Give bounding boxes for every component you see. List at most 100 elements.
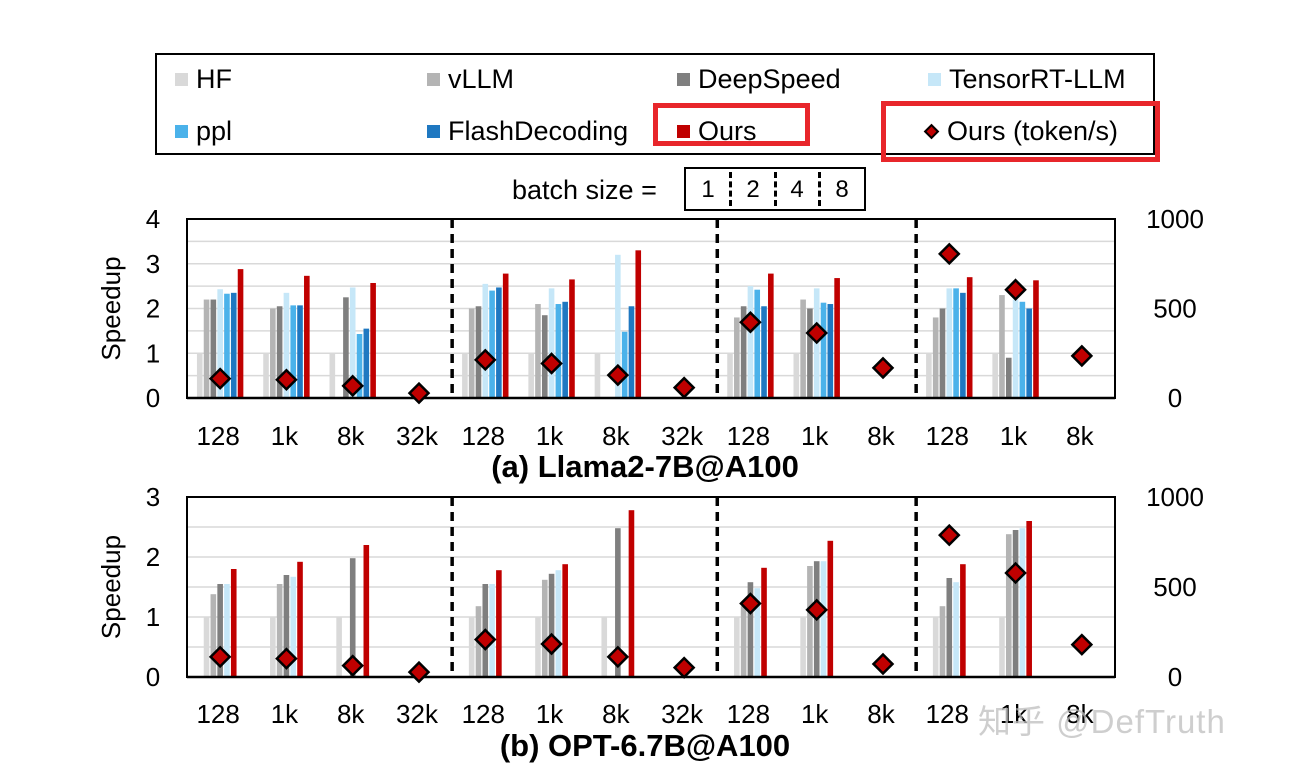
chart-legend: HF vLLM DeepSpeed TensorRT-LLM ppl Flash… <box>155 53 1155 155</box>
bar-vllm <box>999 295 1005 398</box>
bar-vllm <box>210 594 217 677</box>
bar-ours <box>827 540 834 677</box>
chart-title: (b) OPT-6.7B@A100 <box>500 728 790 763</box>
bar-hf <box>263 353 269 398</box>
bar-hf <box>196 353 203 398</box>
bar-flashdecoding <box>496 287 502 398</box>
marker-ours-tokens <box>540 352 563 375</box>
bar-ours <box>635 250 642 398</box>
x-tick-label: 8k <box>337 699 365 729</box>
batch-size-value: 1 <box>701 176 715 203</box>
bar-ours <box>628 510 635 677</box>
x-tick-label: 128 <box>462 699 505 729</box>
y-tick-label: 3 <box>146 249 160 279</box>
bar-ppl <box>356 334 363 398</box>
legend-label: Ours (token/s) <box>947 116 1119 146</box>
bar-tensorrt-llm <box>1019 528 1026 677</box>
bar-deepspeed <box>807 308 813 398</box>
marker-ours-tokens <box>341 374 364 398</box>
bar-tensorrt-llm <box>820 561 827 677</box>
bar-ours <box>496 570 502 677</box>
y-axis-label: Speedup <box>96 535 126 639</box>
marker-ours-tokens <box>208 367 232 390</box>
y-axis-label: Speedup <box>96 256 126 360</box>
legend-label: vLLM <box>448 64 515 94</box>
bar-ppl <box>224 293 230 398</box>
marker-ours-tokens <box>805 598 828 622</box>
y-tick-label: 4 <box>146 204 160 234</box>
bar-deepspeed <box>946 578 953 677</box>
bar-deepspeed <box>217 584 223 677</box>
bar-ours <box>502 273 509 398</box>
marker-ours-tokens <box>672 376 696 399</box>
batch-size-label: batch size = <box>512 175 657 205</box>
y2-tick-label: 1000 <box>1146 204 1204 234</box>
x-tick-label: 32k <box>661 421 704 451</box>
bar-hf <box>336 617 342 677</box>
batch-size-divider <box>774 172 777 206</box>
bar-vllm <box>270 308 276 398</box>
y-tick-label: 2 <box>146 542 160 572</box>
bar-ppl <box>820 302 827 398</box>
bar-tensorrt-llm <box>946 288 953 398</box>
x-tick-label: 128 <box>926 699 969 729</box>
legend-label: TensorRT-LLM <box>949 64 1126 94</box>
bar-ours <box>370 282 376 398</box>
legend-swatch <box>175 125 188 138</box>
x-tick-label: 32k <box>661 699 704 729</box>
marker-ours-tokens <box>871 356 895 380</box>
legend-item-hf: HF <box>175 64 232 95</box>
marker-ours-tokens <box>407 660 431 684</box>
bar-hf <box>203 617 210 677</box>
y2-tick-label: 1000 <box>1146 482 1204 512</box>
legend-swatch <box>427 73 440 86</box>
bar-vllm <box>468 308 475 398</box>
bar-hf <box>468 617 475 677</box>
marker-ours-tokens <box>805 321 828 345</box>
bar-vllm <box>203 299 210 398</box>
y-tick-label: 0 <box>146 662 160 692</box>
legend-item-deepspeed: DeepSpeed <box>677 64 841 95</box>
bar-hf <box>999 617 1005 677</box>
bar-tensorrt-llm <box>489 584 495 677</box>
bar-ppl <box>555 304 562 398</box>
legend-swatch <box>677 73 690 86</box>
marker-ours-tokens <box>275 647 298 670</box>
y-tick-label: 1 <box>146 338 160 368</box>
batch-size-value: 2 <box>746 176 760 203</box>
bar-hf <box>734 617 740 677</box>
legend-item-ppl: ppl <box>175 116 232 147</box>
bar-ppl <box>290 305 297 398</box>
legend-label: HF <box>196 64 232 94</box>
bar-hf <box>601 617 608 677</box>
bar-deepspeed <box>276 306 283 398</box>
legend-swatch <box>427 125 440 138</box>
y-tick-label-partial: 3 <box>138 762 152 766</box>
bar-ppl <box>754 289 761 398</box>
y-tick-label: 0 <box>146 383 160 413</box>
bar-flashdecoding <box>562 301 568 398</box>
y2-tick-label: 0 <box>1168 383 1182 413</box>
bar-tensorrt-llm <box>747 286 754 398</box>
bar-flashdecoding <box>363 328 370 398</box>
x-tick-label: 128 <box>462 421 505 451</box>
bar-ours <box>1026 521 1032 677</box>
bar-vllm <box>800 299 806 398</box>
legend-item-ours-tokens: Ours (token/s) <box>920 116 1118 147</box>
batch-size-divider <box>729 172 732 206</box>
x-tick-label: 1k <box>536 421 564 451</box>
bar-tensorrt-llm <box>482 283 489 398</box>
bar-flashdecoding <box>628 306 635 398</box>
bar-tensorrt-llm <box>290 576 297 677</box>
x-tick-label: 1k <box>271 421 299 451</box>
x-tick-label: 128 <box>196 421 239 451</box>
bar-flashdecoding <box>230 292 237 398</box>
bar-hf <box>926 353 932 398</box>
bar-ours <box>304 275 310 398</box>
batch-size-box: 1 2 4 8 <box>684 167 866 211</box>
bar-deepspeed <box>747 582 754 677</box>
marker-ours-tokens <box>606 645 630 669</box>
bar-vllm <box>939 606 946 677</box>
x-tick-label: 8k <box>867 699 895 729</box>
